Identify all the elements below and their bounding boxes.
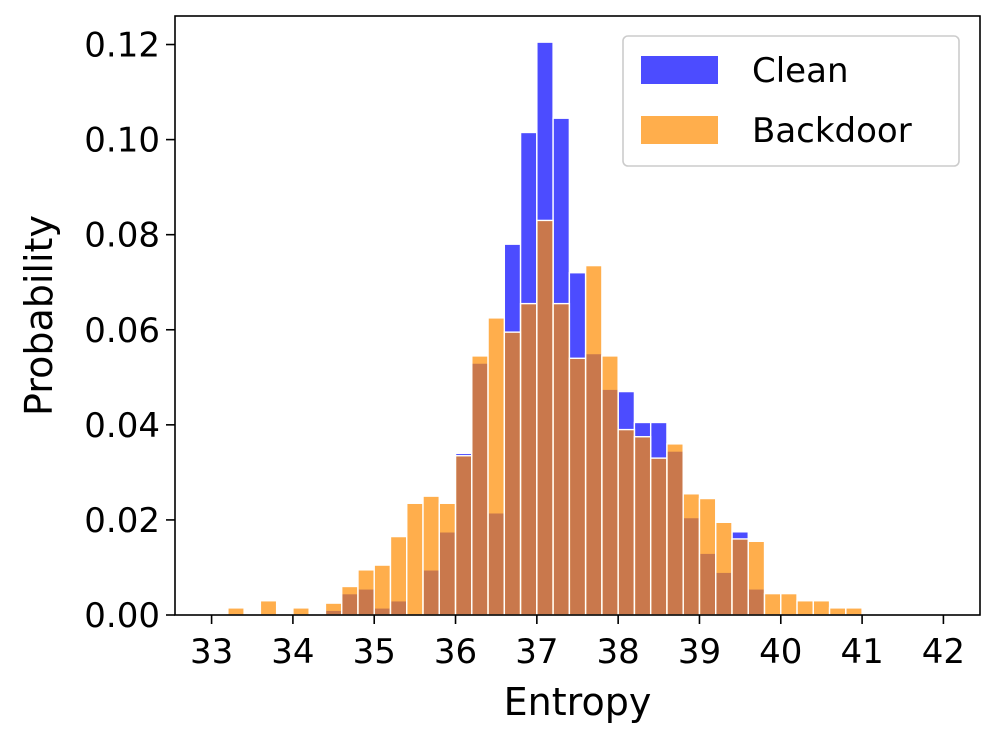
bar-backdoor-15 [519, 302, 538, 616]
bar-backdoor-33 [812, 600, 831, 616]
legend-swatch-clean [641, 56, 718, 84]
bar-backdoor-2 [292, 607, 310, 616]
bar-backdoor-14 [503, 331, 522, 616]
x-tick-label-3: 36 [434, 632, 477, 672]
bar-backdoor-9 [422, 495, 440, 616]
bar-backdoor-26 [698, 497, 717, 616]
x-axis: 33 34 35 36 37 38 39 40 41 42 [190, 615, 965, 672]
x-tick-label-5: 38 [597, 632, 640, 672]
x-tick-label-7: 40 [759, 632, 802, 672]
y-tick-label-2: 0.04 [84, 406, 160, 446]
bar-backdoor-29 [747, 540, 766, 616]
bar-backdoor-17 [552, 302, 571, 616]
bar-backdoor-25 [682, 493, 701, 616]
y-axis-title: Probability [17, 215, 61, 416]
bar-backdoor-19 [584, 264, 603, 616]
bar-backdoor-12 [471, 355, 489, 616]
y-tick-label-5: 0.10 [84, 121, 160, 161]
bar-backdoor-20 [601, 355, 619, 616]
y-axis: 0.00 0.02 0.04 0.06 0.08 0.10 0.12 [84, 26, 175, 636]
bar-backdoor-27 [715, 521, 733, 616]
bar-backdoor-28 [731, 538, 749, 616]
bar-backdoor-11 [454, 455, 473, 616]
bar-backdoor-22 [633, 436, 652, 616]
bar-backdoor-1 [259, 600, 278, 616]
y-tick-label-1: 0.02 [84, 501, 160, 541]
bar-backdoor-31 [780, 592, 798, 616]
legend-label-clean: Clean [752, 51, 849, 91]
y-tick-label-4: 0.08 [84, 216, 160, 256]
plot-area-frame [174, 15, 981, 616]
legend-label-backdoor: Backdoor [752, 111, 912, 151]
y-tick-label-0: 0.00 [84, 596, 160, 636]
bar-backdoor-16 [536, 219, 554, 616]
bar-backdoor-10 [438, 502, 457, 616]
bar-backdoor-35 [845, 607, 863, 616]
bar-backdoor-6 [373, 564, 392, 616]
x-tick-label-9: 42 [922, 632, 965, 672]
bar-backdoor-0 [227, 607, 245, 616]
bar-backdoor-30 [763, 592, 782, 616]
x-tick-label-6: 39 [678, 632, 721, 672]
x-tick-label-2: 35 [353, 632, 396, 672]
y-tick-label-6: 0.12 [84, 26, 160, 66]
legend: Clean Backdoor [622, 35, 960, 167]
x-tick-label-1: 34 [271, 632, 314, 672]
bar-backdoor-24 [666, 443, 684, 616]
bar-backdoor-32 [796, 600, 815, 616]
y-tick-label-3: 0.06 [84, 311, 160, 351]
bar-backdoor-23 [649, 457, 668, 616]
bar-backdoor-4 [340, 585, 359, 616]
x-tick-label-4: 37 [515, 632, 558, 672]
legend-swatch-backdoor [641, 116, 718, 144]
bar-backdoor-34 [828, 607, 847, 616]
bar-backdoor-3 [324, 602, 343, 616]
x-tick-label-0: 33 [190, 632, 233, 672]
bar-backdoor-8 [406, 502, 424, 616]
bar-backdoor-18 [568, 357, 587, 616]
x-axis-title: Entropy [504, 680, 652, 724]
bar-backdoor-5 [357, 569, 375, 616]
bar-backdoor-21 [617, 428, 636, 616]
bar-backdoor-13 [487, 317, 506, 616]
x-tick-label-8: 41 [840, 632, 883, 672]
bar-backdoor-7 [389, 535, 408, 616]
